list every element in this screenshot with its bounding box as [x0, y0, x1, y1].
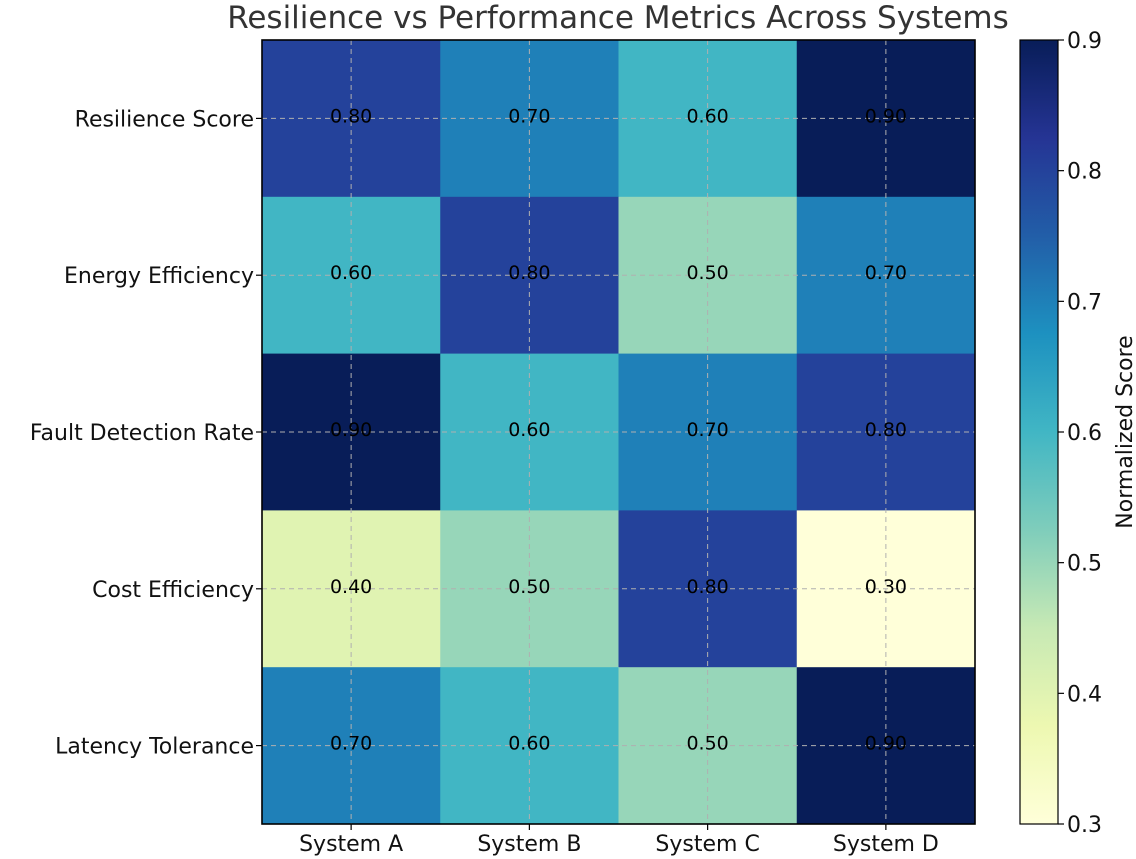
- colorbar-tick-label: 0.9: [1067, 29, 1102, 54]
- colorbar-label: Normalized Score: [1113, 335, 1136, 528]
- cell-value-label: 0.80: [508, 262, 550, 284]
- y-tick-label: Cost Efficiency: [92, 578, 254, 603]
- cell-value-label: 0.70: [330, 733, 372, 755]
- colorbar-gradient: [1020, 40, 1058, 824]
- cell-value-label: 0.50: [686, 262, 728, 284]
- colorbar: 0.3 0.4 0.5 0.6 0.7 0.8 0.9 Normalized Score: [1019, 29, 1136, 838]
- colorbar-tick-label: 0.5: [1067, 552, 1102, 577]
- colorbar-tick-label: 0.4: [1067, 682, 1102, 707]
- cell-value-label: 0.90: [865, 733, 907, 755]
- cell-value-label: 0.70: [865, 262, 907, 284]
- cell-value-label: 0.60: [508, 733, 550, 755]
- cell-value-label: 0.60: [330, 262, 372, 284]
- cell-value-label: 0.30: [865, 576, 907, 598]
- cell-value-label: 0.80: [686, 576, 728, 598]
- colorbar-tick-label: 0.6: [1067, 421, 1102, 446]
- y-tick-label: Fault Detection Rate: [30, 421, 254, 446]
- cell-value-label: 0.80: [330, 105, 372, 127]
- x-tick-label: System B: [477, 832, 581, 857]
- cell-value-label: 0.90: [865, 105, 907, 127]
- x-tick-label: System A: [299, 832, 403, 857]
- cell-value-labels: 0.80 0.70 0.60 0.90 0.60 0.80 0.50 0.70 0.90 0.60…: [330, 105, 907, 754]
- cell-value-label: 0.80: [865, 419, 907, 441]
- cell-value-label: 0.70: [686, 419, 728, 441]
- grid-lines: [262, 40, 975, 824]
- chart-title: Resilience vs Performance Metrics Across…: [227, 0, 1009, 36]
- cell-value-label: 0.60: [508, 419, 550, 441]
- cell-value-label: 0.60: [686, 105, 728, 127]
- y-tick-label: Latency Tolerance: [55, 735, 254, 760]
- y-axis: Resilience Score Energy Efficiency Fault D…: [30, 107, 262, 760]
- cell-value-label: 0.40: [330, 576, 372, 598]
- colorbar-tick-label: 0.7: [1067, 290, 1102, 315]
- cell-value-label: 0.50: [508, 576, 550, 598]
- cell-value-label: 0.90: [330, 419, 372, 441]
- cell-value-label: 0.70: [508, 105, 550, 127]
- colorbar-tick-label: 0.8: [1067, 160, 1102, 185]
- y-tick-label: Resilience Score: [75, 107, 254, 132]
- colorbar-ticks: 0.3 0.4 0.5 0.6 0.7 0.8 0.9: [1058, 29, 1102, 838]
- x-tick-label: System C: [655, 832, 759, 857]
- x-tick-label: System D: [833, 832, 939, 857]
- y-tick-label: Energy Efficiency: [64, 264, 254, 289]
- x-axis: System A System B System C System D: [299, 824, 939, 857]
- colorbar-tick-label: 0.3: [1067, 813, 1102, 838]
- cell-value-label: 0.50: [686, 733, 728, 755]
